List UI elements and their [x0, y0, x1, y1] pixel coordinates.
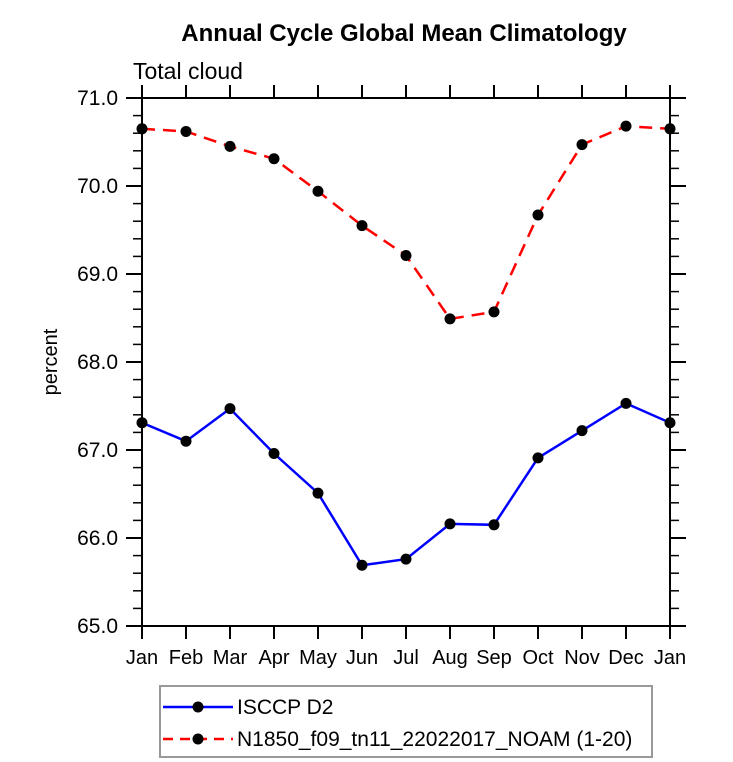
legend-marker: [192, 733, 204, 745]
x-tick-label: Nov: [564, 647, 600, 669]
legend-layer: ISCCP D2 N1850_f09_tn11_22022017_NOAM (1-…: [159, 685, 653, 758]
y-tick-label: 65.0: [77, 615, 118, 638]
data-point-marker: [356, 220, 368, 232]
y-axis-title: percent: [40, 328, 62, 395]
chart-title: Annual Cycle Global Mean Climatology: [181, 20, 627, 47]
data-point-marker: [576, 425, 588, 437]
plot-subtitle: Total cloud: [133, 58, 243, 84]
data-point-marker: [620, 397, 632, 409]
data-point-marker: [268, 448, 280, 460]
data-point-marker: [180, 435, 192, 447]
data-point-marker: [356, 559, 368, 571]
x-tick-label: Jun: [346, 647, 378, 669]
x-tick-label: Jan: [654, 647, 686, 669]
x-tick-label: Sep: [476, 647, 512, 669]
data-point-marker: [620, 120, 632, 132]
legend-item: N1850_f09_tn11_22022017_NOAM (1-20): [163, 728, 632, 751]
y-tick-label: 69.0: [77, 263, 118, 286]
data-point-marker: [268, 153, 280, 165]
data-point-marker: [136, 417, 148, 429]
x-tick-label: May: [299, 647, 337, 669]
y-tick-label: 68.0: [77, 351, 118, 374]
plot-border: [141, 97, 671, 627]
data-point-marker: [224, 403, 236, 415]
series-line: [141, 124, 671, 321]
axes-layer: 65.0 66.0 67.0 68.0 69.0 70.0 71.0 Jan Feb Mar Apr…: [77, 85, 686, 669]
data-point-marker: [312, 487, 324, 499]
legend-item: ISCCP D2: [163, 696, 333, 719]
legend-box: [159, 685, 653, 758]
x-tick-label: Jan: [126, 647, 158, 669]
series-layer: [136, 120, 676, 571]
data-point-marker: [488, 306, 500, 318]
series-model: [136, 120, 676, 325]
series-isccp-d2: [136, 397, 676, 571]
data-point-marker: [224, 140, 236, 152]
data-point-marker: [136, 123, 148, 135]
data-point-marker: [532, 209, 544, 221]
x-tick-label: Feb: [169, 647, 203, 669]
x-tick-label: Apr: [258, 647, 289, 669]
x-tick-label: Jul: [393, 647, 419, 669]
y-tick-label: 67.0: [77, 439, 118, 462]
data-point-marker: [488, 519, 500, 531]
data-point-marker: [532, 452, 544, 464]
legend-marker: [192, 701, 204, 713]
y-tick-label: 66.0: [77, 527, 118, 550]
x-tick-label: Oct: [522, 647, 554, 669]
x-tick-label: Dec: [608, 647, 644, 669]
legend-label: N1850_f09_tn11_22022017_NOAM (1-20): [237, 728, 632, 751]
x-tick-label: Aug: [432, 647, 468, 669]
data-point-marker: [664, 123, 676, 135]
data-point-marker: [180, 125, 192, 137]
data-point-marker: [400, 250, 412, 262]
data-point-marker: [576, 139, 588, 151]
data-point-marker: [664, 417, 676, 429]
data-point-marker: [312, 185, 324, 197]
legend-label: ISCCP D2: [237, 696, 333, 719]
series-line: [141, 401, 671, 567]
data-point-marker: [444, 518, 456, 530]
data-point-marker: [444, 313, 456, 325]
x-tick-label: Mar: [213, 647, 248, 669]
y-tick-label: 70.0: [77, 175, 118, 198]
data-point-marker: [400, 553, 412, 565]
y-tick-label: 71.0: [77, 87, 118, 110]
